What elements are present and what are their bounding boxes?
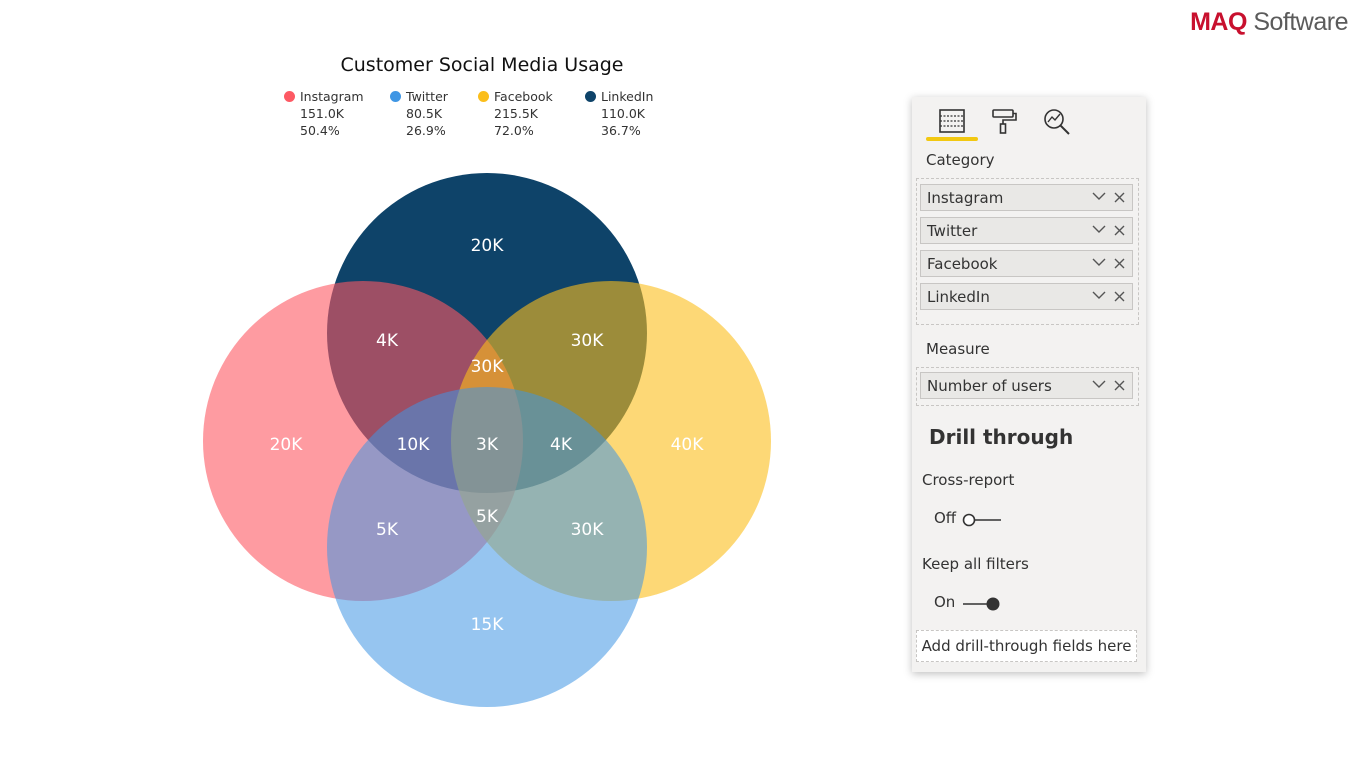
chevron-down-icon[interactable] [1092, 380, 1106, 389]
tab-analytics[interactable] [1036, 103, 1072, 137]
close-icon[interactable] [1114, 291, 1125, 302]
region-label-twitter-only: 15K [471, 615, 505, 635]
chevron-down-icon[interactable] [1092, 225, 1106, 234]
region-label-facebook-twitter: 30K [571, 520, 605, 540]
chevron-down-icon[interactable] [1092, 258, 1106, 267]
legend-name: LinkedIn [601, 89, 654, 104]
chart-title: Customer Social Media Usage [340, 54, 624, 76]
region-label-linkedin-only: 20K [471, 236, 505, 256]
keep-filters-state: On [934, 593, 956, 611]
legend-item-linkedin[interactable]: LinkedIn 110.0K 36.7% [585, 88, 695, 139]
legend-name: Facebook [494, 89, 553, 104]
measure-well[interactable]: Number of users [916, 367, 1139, 406]
chevron-down-icon[interactable] [1092, 192, 1106, 201]
chevron-down-icon[interactable] [1092, 291, 1106, 300]
cross-report-toggle[interactable] [962, 513, 1002, 527]
close-icon[interactable] [1114, 380, 1125, 391]
legend-percent: 72.0% [494, 123, 534, 138]
close-icon[interactable] [1114, 192, 1125, 203]
field-pill-facebook[interactable]: Facebook [920, 250, 1133, 277]
legend-value: 215.5K [494, 106, 538, 121]
field-name: Number of users [927, 377, 1052, 395]
region-label-instagram-twitter: 5K [376, 520, 399, 540]
field-pill-number-of-users[interactable]: Number of users [920, 372, 1133, 399]
drill-through-heading: Drill through [929, 425, 1074, 449]
field-pill-twitter[interactable]: Twitter [920, 217, 1133, 244]
cross-report-label: Cross-report [922, 471, 1015, 489]
venn-chart: 20K 4K 30K 30K 20K 10K 3K 4K 40K 5K 5K 3… [203, 173, 771, 707]
region-label-all-four: 3K [476, 435, 499, 455]
region-label-facebook-only: 40K [671, 435, 705, 455]
pane-tabs [926, 103, 1126, 143]
field-name: Twitter [927, 222, 978, 240]
legend-item-instagram[interactable]: Instagram 151.0K 50.4% [284, 88, 394, 139]
brand-logo-maq: MAQ [1190, 8, 1247, 36]
field-name: Facebook [927, 255, 998, 273]
region-label-instagram-linkedin-twitter: 10K [397, 435, 431, 455]
region-label-instagram-facebook-twitter: 5K [476, 507, 499, 527]
tab-fields[interactable] [932, 103, 968, 137]
fields-icon [939, 109, 965, 133]
region-label-facebook-linkedin-twitter: 4K [550, 435, 573, 455]
brand-logo-software: Software [1246, 8, 1348, 36]
category-well[interactable]: Instagram Twitter Facebook LinkedIn [916, 178, 1139, 325]
legend-value: 110.0K [601, 106, 645, 121]
venn-region-labels: 20K 4K 30K 30K 20K 10K 3K 4K 40K 5K 5K 3… [270, 236, 705, 635]
legend-percent: 36.7% [601, 123, 641, 138]
legend-name: Instagram [300, 89, 364, 104]
active-tab-indicator [926, 137, 978, 141]
add-drill-through-fields-well[interactable]: Add drill-through fields here [916, 630, 1137, 662]
legend-dot-twitter [390, 91, 401, 102]
cross-report-state: Off [934, 509, 957, 527]
field-pill-linkedin[interactable]: LinkedIn [920, 283, 1133, 310]
keep-filters-label: Keep all filters [922, 555, 1029, 573]
region-label-instagram-facebook-linkedin: 30K [471, 357, 505, 377]
analytics-icon [1044, 109, 1070, 135]
fields-pane: Category Instagram Twitter Facebook Link… [912, 97, 1146, 672]
keep-filters-toggle[interactable] [962, 597, 1002, 611]
legend-name: Twitter [406, 89, 448, 104]
close-icon[interactable] [1114, 258, 1125, 269]
measure-label: Measure [926, 340, 990, 358]
region-label-instagram-only: 20K [270, 435, 304, 455]
region-label-facebook-linkedin: 30K [571, 331, 605, 351]
legend-item-facebook[interactable]: Facebook 215.5K 72.0% [478, 88, 588, 139]
legend-percent: 26.9% [406, 123, 446, 138]
field-pill-instagram[interactable]: Instagram [920, 184, 1133, 211]
legend-dot-linkedin [585, 91, 596, 102]
field-name: LinkedIn [927, 288, 990, 306]
category-label: Category [926, 151, 995, 169]
brand-logo: MAQ Software [1190, 8, 1348, 37]
legend-value: 80.5K [406, 106, 443, 121]
legend-value: 151.0K [300, 106, 344, 121]
format-paintroller-icon [992, 109, 1017, 134]
tab-format[interactable] [984, 103, 1020, 137]
legend-percent: 50.4% [300, 123, 340, 138]
venn-circles [203, 173, 771, 707]
legend-item-twitter[interactable]: Twitter 80.5K 26.9% [390, 88, 500, 139]
legend-dot-facebook [478, 91, 489, 102]
field-name: Instagram [927, 189, 1004, 207]
region-label-instagram-linkedin: 4K [376, 331, 399, 351]
close-icon[interactable] [1114, 225, 1125, 236]
circle-twitter[interactable] [327, 387, 647, 707]
legend-dot-instagram [284, 91, 295, 102]
